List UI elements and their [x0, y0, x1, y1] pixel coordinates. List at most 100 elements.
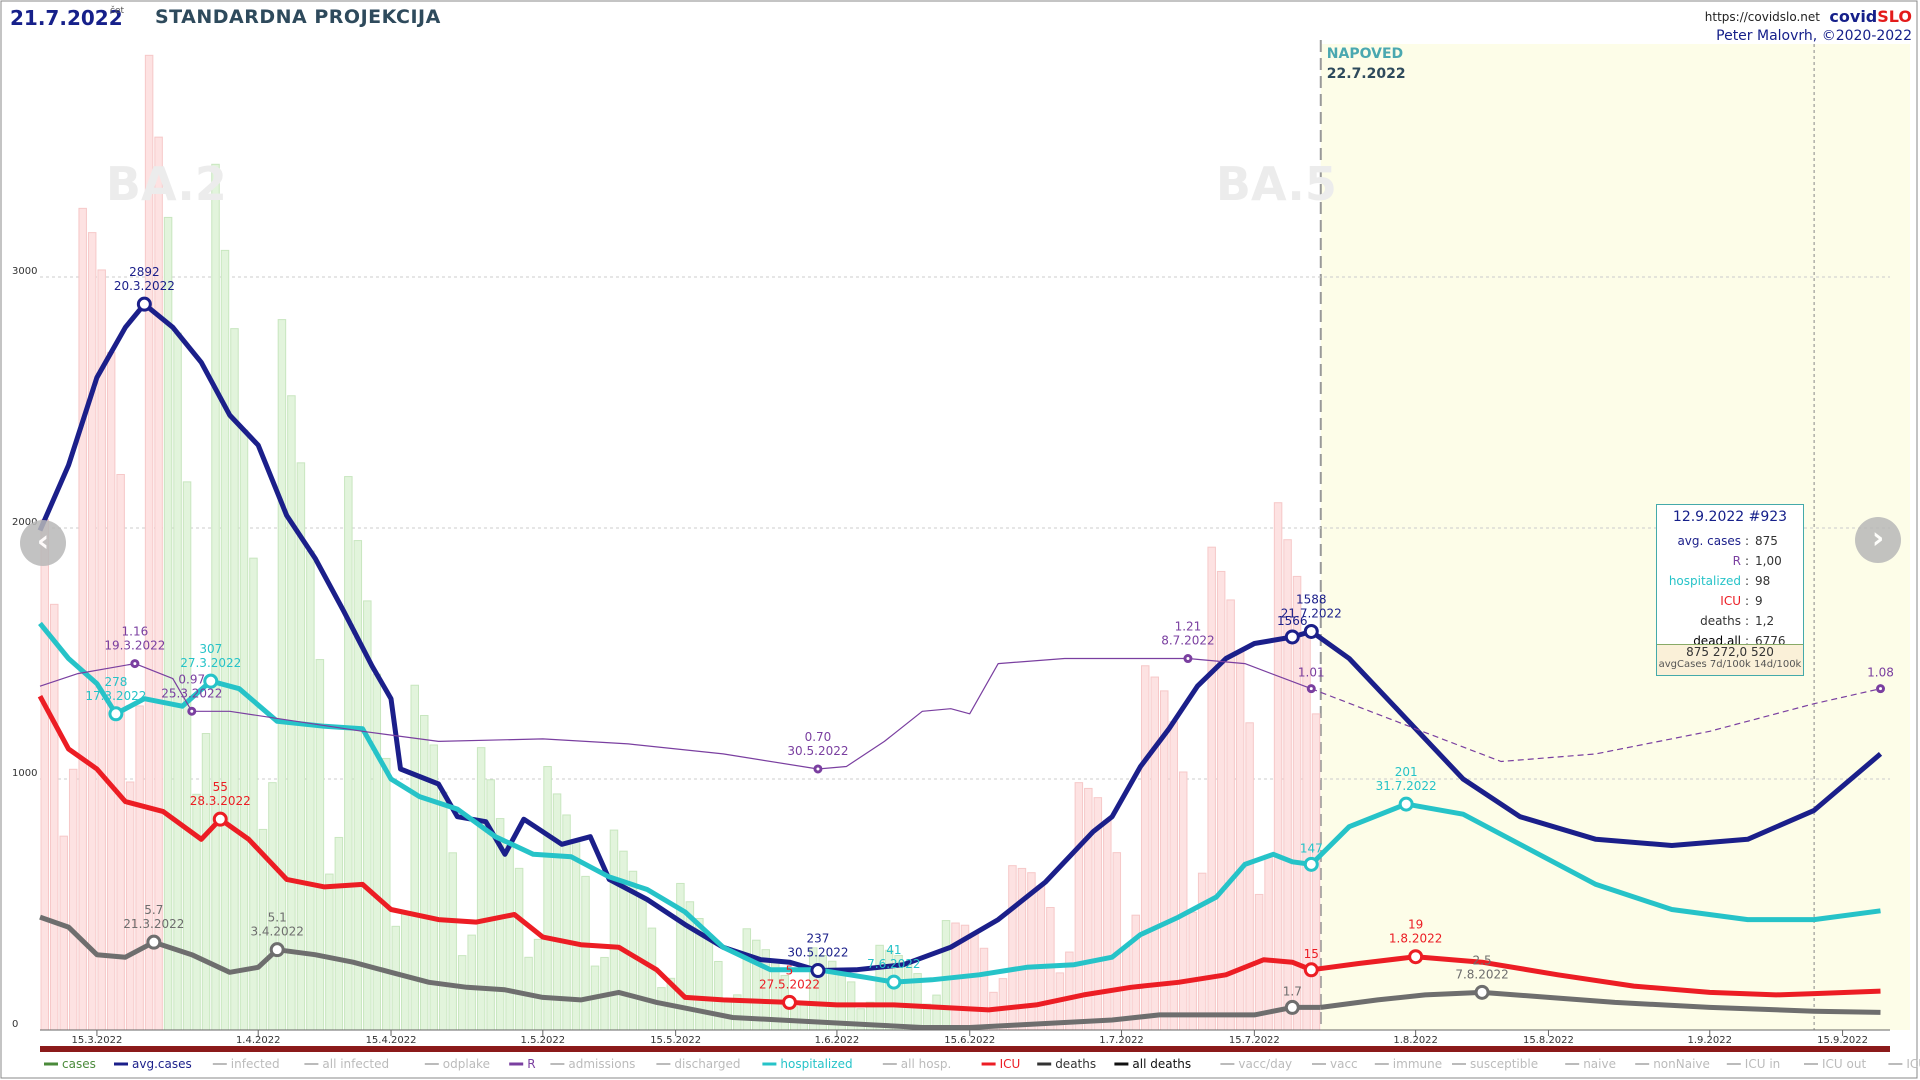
site-url[interactable]: https://covidslo.net [1704, 10, 1820, 24]
x-tick-label: 15.6.2022 [944, 1035, 995, 1046]
case-bar [230, 328, 239, 1031]
annotation-date: 28.3.2022 [190, 794, 251, 808]
annotation-value: 147 [1300, 841, 1323, 855]
case-bar [315, 659, 325, 1031]
annotation-marker [886, 974, 902, 990]
annotation-value: 15 [1304, 947, 1319, 961]
tooltip-row: hospitalized:98 [1657, 571, 1803, 591]
x-tick-label: 1.4.2022 [236, 1035, 281, 1046]
annotation-value: 201 [1395, 765, 1418, 779]
annotation-value: 5.1 [268, 911, 287, 925]
tooltip-key: avg. cases [1677, 534, 1741, 548]
case-bar [619, 850, 628, 1031]
tooltip-row: ICU:9 [1657, 591, 1803, 611]
annotation-marker [1303, 623, 1319, 639]
annotation-date: 7.8.2022 [1455, 967, 1508, 981]
case-bar [1226, 599, 1235, 1031]
annotation-marker [1876, 684, 1886, 694]
x-tick-label: 15.3.2022 [71, 1035, 122, 1046]
case-bar [647, 927, 657, 1031]
case-bar [505, 845, 514, 1031]
legend-label: R [527, 1057, 535, 1071]
variant-label: BA.2 [106, 157, 227, 211]
case-bar [353, 540, 363, 1031]
case-bar [467, 934, 476, 1031]
annotation-marker [187, 706, 197, 716]
case-bar [704, 938, 714, 1031]
case-bar [903, 962, 913, 1031]
case-bar [201, 733, 211, 1031]
annotation-value: 41 [886, 943, 901, 957]
tooltip-key: ICU [1720, 594, 1741, 608]
case-bar [429, 744, 438, 1031]
legend-label: nonNaive [1653, 1057, 1710, 1071]
annotation-marker [136, 296, 152, 312]
forecast-area [1320, 44, 1910, 1030]
annotation-marker [810, 963, 826, 979]
next-arrow-icon[interactable]: › [1855, 517, 1901, 563]
annotation-value: 1588 [1296, 592, 1327, 606]
legend-label: susceptible [1470, 1057, 1538, 1071]
annotation-value: 0.97 [178, 672, 205, 686]
case-bar [401, 912, 410, 1031]
legend-label: ICU deaths [1906, 1057, 1920, 1071]
annotation-marker [1474, 984, 1490, 1000]
tooltip-footer: 875 272,0 520 avgCases 7d/100k 14d/100k [1657, 644, 1803, 675]
tooltip-value: 9 [1755, 594, 1763, 608]
case-bar [486, 779, 495, 1031]
brand-logo: covidSLO [1829, 7, 1912, 26]
annotation-marker [1284, 999, 1300, 1015]
annotation-marker [1303, 856, 1319, 872]
case-bar [325, 873, 334, 1031]
annotation-marker [1183, 654, 1193, 664]
annotation-date: 30.5.2022 [787, 744, 848, 758]
annotation-value: 0.70 [805, 730, 832, 744]
annotation-date: 21.7.2022 [1281, 606, 1342, 620]
annotation-value: 1.16 [122, 625, 149, 639]
annotation-value: 2892 [129, 265, 160, 279]
legend-label: ICU out [1822, 1057, 1866, 1071]
case-bar [438, 791, 448, 1031]
prev-arrow-icon[interactable]: ‹ [20, 520, 66, 566]
tooltip-sep: : [1745, 554, 1750, 568]
tooltip-row: avg. cases:875 [1657, 531, 1803, 551]
case-bar [239, 429, 249, 1031]
legend-label: cases [62, 1057, 96, 1071]
case-bar [941, 920, 951, 1031]
case-bar [1103, 819, 1112, 1031]
axes: 0 1000 2000 3000 15.3.2022 1.4.2022 15.4.2022 1… [12, 266, 1890, 1052]
case-bar [1311, 713, 1321, 1031]
x-tick-label: 15.8.2022 [1523, 1035, 1574, 1046]
annotation-date: 30.5.2022 [787, 946, 848, 960]
case-bar [1245, 722, 1254, 1031]
x-axis-strip [40, 1046, 1890, 1052]
case-bar [334, 836, 344, 1031]
annotation-marker [108, 706, 124, 722]
annotation-marker [813, 764, 823, 774]
annotation-value: 237 [806, 932, 829, 946]
y-tick-label: 3000 [12, 266, 37, 277]
x-tick-label: 1.9.2022 [1687, 1035, 1732, 1046]
annotations: 289220.3.202223730.5.20221566158821.7.20… [85, 265, 1894, 1015]
annotation-value: 5 [786, 963, 794, 977]
annotation-marker [1303, 962, 1319, 978]
annotation-value: 55 [213, 780, 228, 794]
header-day: čet [110, 6, 125, 16]
tooltip-key: R [1732, 554, 1741, 568]
tooltip-key: deaths [1700, 614, 1741, 628]
annotation-date: 25.3.2022 [161, 686, 222, 700]
case-bar [1216, 570, 1226, 1031]
tooltip-sep: : [1745, 534, 1750, 548]
case-bar [1141, 665, 1150, 1031]
annotation-date: 20.3.2022 [114, 279, 175, 293]
legend-label: odplake [443, 1057, 490, 1071]
y-tick-label: 1000 [12, 768, 37, 779]
annotation-marker [130, 659, 140, 669]
case-bar [211, 163, 220, 1031]
annotation-date: 1.8.2022 [1389, 932, 1442, 946]
case-bar [135, 705, 144, 1031]
forecast-date: 22.7.2022 [1327, 66, 1406, 82]
legend-label: ICU in [1745, 1057, 1780, 1071]
annotation-value: 1.01 [1298, 666, 1325, 680]
case-bar [306, 550, 315, 1031]
